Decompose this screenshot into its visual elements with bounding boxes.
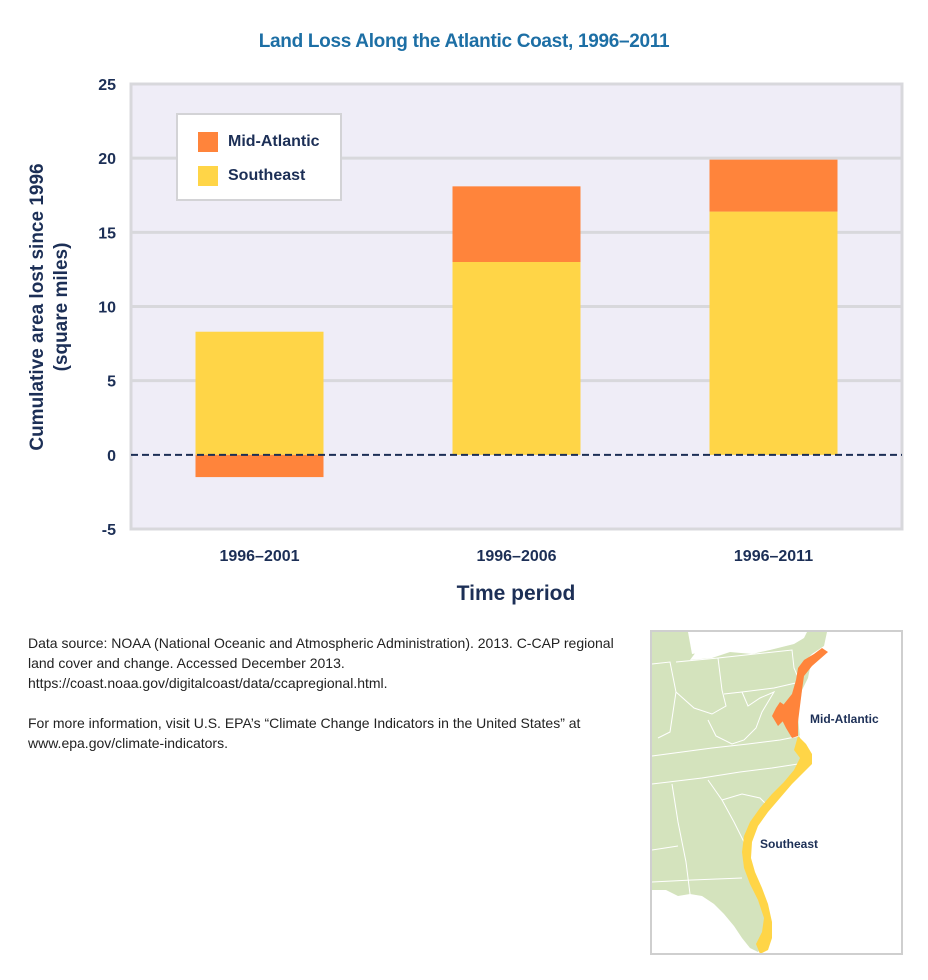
bar-mid-atlantic-2: [452, 186, 581, 262]
x-tick-label: 1996–2006: [476, 548, 556, 565]
map-label-mid-atlantic: Mid-Atlantic: [810, 712, 879, 726]
y-tick-label: 25: [98, 77, 116, 94]
region-map: Mid-Atlantic Southeast: [650, 630, 903, 955]
y-tick-label: 0: [107, 448, 116, 465]
y-tick-label: 15: [98, 225, 116, 242]
y-tick-label: 5: [107, 374, 116, 391]
bar-southeast-1: [195, 331, 324, 455]
x-axis-label: Time period: [457, 582, 576, 605]
map-mid-atlantic-coast: [772, 648, 828, 738]
state-borders: [652, 649, 801, 895]
x-tick-label: 1996–2011: [734, 548, 813, 565]
data-source-note: Data source: NOAA (National Oceanic and …: [28, 635, 614, 691]
map-southeast-coast: [742, 736, 812, 953]
legend-item-mid-atlantic: Mid-Atlantic: [198, 132, 320, 152]
legend-label-southeast: Southeast: [228, 167, 306, 184]
legend-label-mid-atlantic: Mid-Atlantic: [228, 133, 320, 150]
chart-title: Land Loss Along the Atlantic Coast, 1996…: [258, 31, 670, 52]
bar-mid-atlantic-3: [709, 159, 838, 212]
legend: Mid-Atlantic Southeast: [176, 113, 342, 201]
bar-southeast-2: [452, 262, 581, 455]
bars: [195, 159, 838, 478]
bar-southeast-3: [709, 211, 838, 455]
legend-item-southeast: Southeast: [198, 166, 305, 186]
legend-swatch-southeast: [198, 166, 218, 186]
notes: Data source: NOAA (National Oceanic and …: [28, 633, 628, 773]
x-tick-label: 1996–2001: [219, 548, 299, 565]
bar-chart: -5 0 5 10 15 20 25 1996–2001 1996–2006 1996–2011…: [98, 77, 904, 605]
more-info-note: For more information, visit U.S. EPA’s “…: [28, 715, 581, 751]
x-tick-labels: 1996–2001 1996–2006 1996–2011: [219, 548, 813, 565]
bar-mid-atlantic-1: [195, 454, 324, 478]
map-graphic: [652, 632, 828, 953]
y-tick-labels: -5 0 5 10 15 20 25: [98, 77, 116, 539]
y-tick-label: 20: [98, 151, 116, 168]
legend-swatch-mid-atlantic: [198, 132, 218, 152]
map-label-southeast: Southeast: [760, 837, 819, 851]
map-lake: [688, 632, 732, 654]
y-tick-label: -5: [102, 522, 116, 539]
y-tick-label: 10: [98, 300, 116, 317]
